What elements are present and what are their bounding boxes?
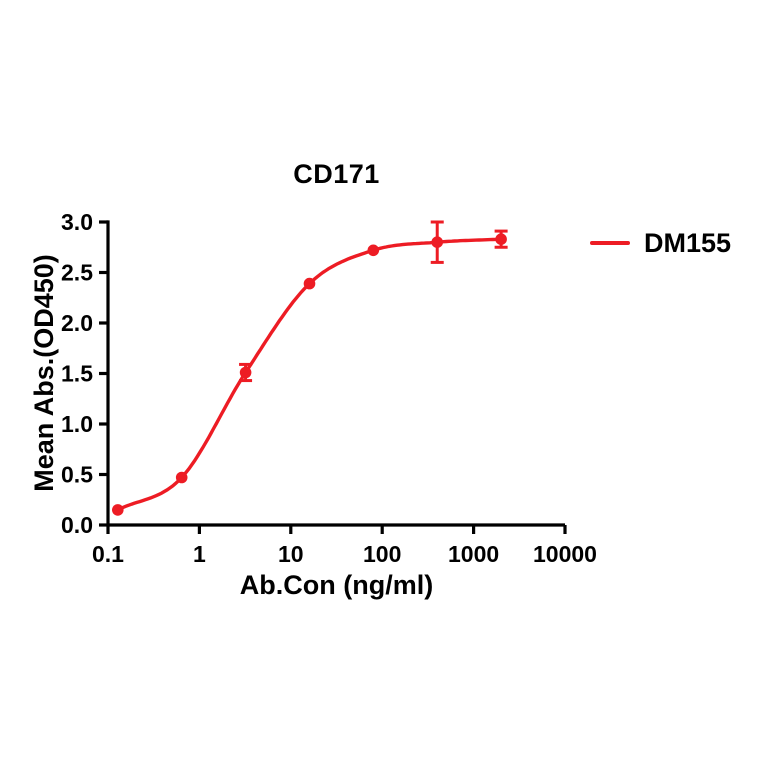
y-tick-label: 1.0 [61, 411, 93, 437]
x-tick-label: 10 [278, 541, 304, 567]
x-tick-label: 1 [193, 541, 206, 567]
data-point [495, 233, 507, 245]
chart-title: CD171 [293, 159, 380, 189]
x-tick-label: 0.1 [92, 541, 124, 567]
y-tick-label: 0.5 [61, 462, 93, 488]
x-axis-title: Ab.Con (ng/ml) [239, 570, 434, 600]
x-tick-label: 100 [363, 541, 401, 567]
y-tick-label: 1.5 [61, 361, 93, 387]
legend-label: DM155 [644, 227, 732, 258]
data-point [367, 244, 380, 257]
legend: DM155 [590, 227, 731, 259]
x-tick-label: 10000 [533, 541, 597, 567]
legend-line-swatch [590, 241, 630, 245]
data-point [112, 504, 124, 516]
data-point [431, 236, 444, 248]
y-tick-label: 2.5 [61, 260, 93, 286]
data-point [239, 366, 252, 379]
y-tick-label: 0.0 [61, 512, 93, 538]
x-tick-label: 1000 [448, 541, 499, 567]
y-tick-label: 3.0 [61, 209, 93, 235]
data-point [175, 471, 188, 484]
y-tick-label: 2.0 [61, 310, 93, 336]
data-point [303, 277, 316, 290]
